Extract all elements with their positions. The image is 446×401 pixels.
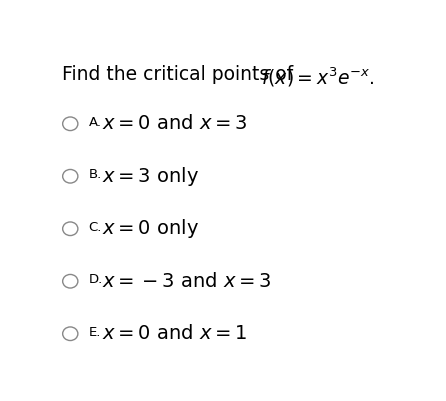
Text: $x = 0$ and $x = 1$: $x = 0$ and $x = 1$ — [103, 324, 248, 343]
Text: Find the critical points of: Find the critical points of — [62, 65, 299, 84]
Text: D.: D. — [89, 273, 103, 286]
Text: $x = -3$ and $x = 3$: $x = -3$ and $x = 3$ — [103, 272, 272, 291]
Text: E.: E. — [89, 326, 101, 339]
Text: A.: A. — [89, 116, 102, 129]
Text: B.: B. — [89, 168, 102, 181]
Text: C.: C. — [89, 221, 102, 234]
Text: $x = 0$ only: $x = 0$ only — [103, 217, 200, 240]
Text: $x = 3$ only: $x = 3$ only — [103, 165, 200, 188]
Text: $x = 0$ and $x = 3$: $x = 0$ and $x = 3$ — [103, 114, 248, 133]
Text: $f(x) = x^3e^{-x}.$: $f(x) = x^3e^{-x}.$ — [261, 65, 375, 89]
